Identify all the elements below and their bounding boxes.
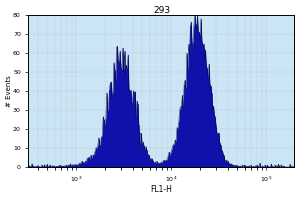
Y-axis label: # Events: # Events — [6, 75, 12, 107]
X-axis label: FL1-H: FL1-H — [151, 185, 172, 194]
Title: 293: 293 — [153, 6, 170, 15]
